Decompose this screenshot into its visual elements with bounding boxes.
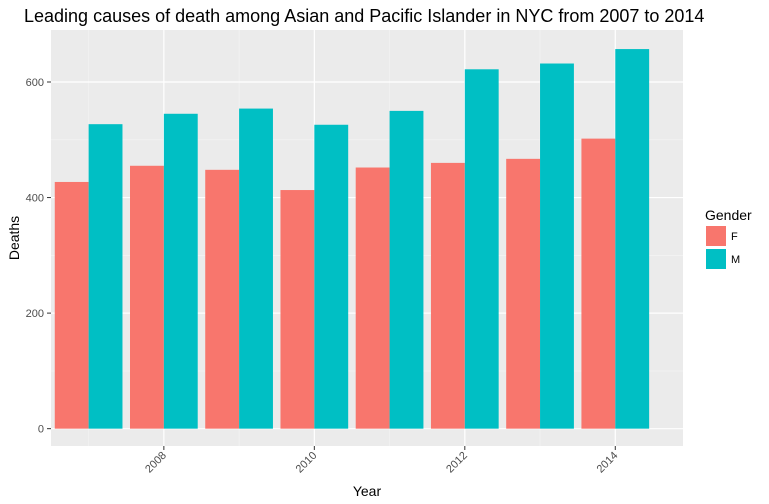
x-tick-label: 2012 (444, 450, 470, 476)
bar-M-2008 (163, 113, 198, 429)
bar-M-2012 (464, 69, 499, 429)
legend: Gender FM (705, 207, 752, 269)
y-axis-ticks: 0 200 400 600 (26, 77, 51, 436)
y-tick-label: 0 (38, 424, 44, 436)
y-tick-label: 600 (26, 77, 44, 89)
y-tick-label: 200 (26, 308, 44, 320)
chart-title: Leading causes of death among Asian and … (24, 6, 704, 26)
bar-M-2009 (239, 108, 273, 429)
bar-M-2013 (540, 63, 574, 429)
x-axis-ticks: 2008 2010 2012 2014 (143, 446, 620, 475)
bars (54, 49, 650, 429)
bar-M-2007 (88, 124, 123, 429)
legend-label-M: M (731, 254, 740, 266)
bar-F-2009 (205, 169, 240, 429)
bar-F-2014 (581, 138, 616, 429)
y-tick-label: 400 (26, 193, 44, 205)
bar-M-2010 (314, 124, 349, 429)
bar-F-2012 (430, 162, 465, 429)
legend-items: FM (706, 226, 740, 269)
legend-key-M (706, 249, 726, 269)
legend-label-F: F (731, 231, 738, 243)
x-tick-label: 2010 (294, 450, 320, 476)
bar-F-2008 (130, 165, 164, 429)
x-axis-title: Year (353, 483, 382, 499)
x-tick-label: 2014 (595, 450, 621, 476)
legend-key-F (706, 226, 726, 246)
bar-F-2013 (506, 158, 541, 429)
bar-F-2010 (280, 190, 315, 429)
bar-F-2007 (54, 181, 89, 429)
bar-M-2011 (389, 110, 424, 429)
bar-F-2011 (355, 167, 390, 429)
x-tick-label: 2008 (143, 450, 169, 476)
y-axis-title: Deaths (6, 216, 22, 260)
legend-title: Gender (705, 207, 752, 223)
bar-M-2014 (615, 49, 650, 429)
